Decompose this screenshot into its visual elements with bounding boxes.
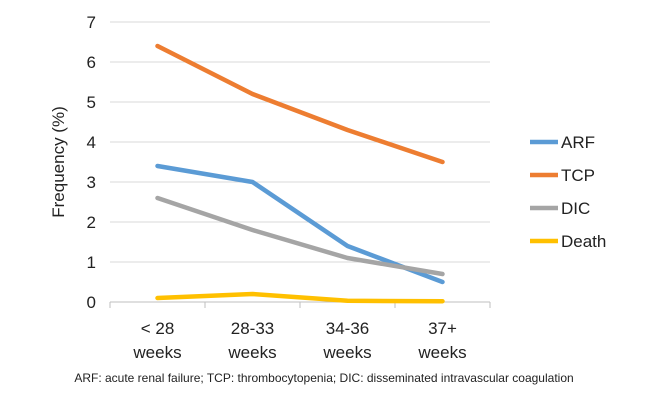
x-tick-label: weeks: [132, 343, 181, 362]
y-axis-title: Frequency (%): [49, 106, 68, 217]
y-tick-label: 0: [87, 293, 96, 312]
x-tick-label: 34-36: [326, 319, 369, 338]
line-chart: 0 1 2 3 4 5 6 7 < 28 weeks 28-33 weeks 34-36 weeks 37…: [49, 13, 606, 362]
legend-label-death: Death: [561, 232, 606, 251]
y-tick-label: 7: [87, 13, 96, 32]
footnote: ARF: acute renal failure; TCP: thrombocy…: [74, 371, 574, 385]
series-lines: [155, 43, 445, 304]
x-tick-label: weeks: [417, 343, 466, 362]
legend-label-dic: DIC: [561, 199, 590, 218]
y-tick-labels: 0 1 2 3 4 5 6 7: [87, 13, 96, 312]
x-tick-label: weeks: [322, 343, 371, 362]
x-tick-labels: < 28 weeks 28-33 weeks 34-36 weeks 37+ weeks: [132, 319, 466, 362]
legend: ARF TCP DIC Death: [530, 133, 606, 251]
legend-label-tcp: TCP: [561, 166, 595, 185]
x-tick-label: < 28: [141, 319, 175, 338]
y-tick-label: 5: [87, 93, 96, 112]
series-line-tcp: [155, 43, 445, 165]
y-tick-label: 3: [87, 173, 96, 192]
y-tick-label: 2: [87, 213, 96, 232]
series-line-dic: [155, 195, 445, 277]
legend-label-arf: ARF: [561, 133, 595, 152]
x-tick-label: 37+: [428, 319, 457, 338]
gridlines: [110, 21, 490, 263]
y-tick-label: 1: [87, 253, 96, 272]
x-tick-label: weeks: [227, 343, 276, 362]
x-tick-label: 28-33: [231, 319, 274, 338]
y-tick-label: 4: [87, 133, 96, 152]
series-line-death: [155, 291, 445, 304]
y-tick-label: 6: [87, 53, 96, 72]
